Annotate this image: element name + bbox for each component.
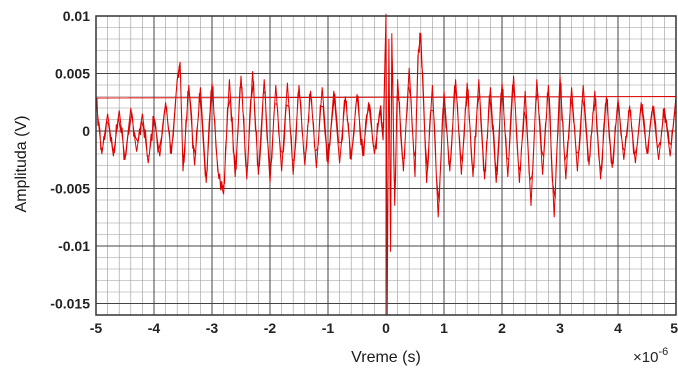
x-tick-label: 1 <box>440 320 448 336</box>
x-tick-label: -5 <box>90 320 103 336</box>
plot-frame <box>95 15 677 316</box>
x-tick-label: 0 <box>382 320 390 336</box>
x-axis-exponent: ×10-6 <box>633 346 668 366</box>
x-axis-label: Vreme (s) <box>351 349 421 366</box>
x-tick-label: -1 <box>322 320 335 336</box>
x-tick-label: 5 <box>670 320 678 336</box>
x-tick-labels: -5 -4 -3 -2 -1 0 1 2 3 4 5 <box>90 320 678 336</box>
x-tick-label: 2 <box>498 320 506 336</box>
y-tick-label: 0.01 <box>63 8 90 24</box>
y-axis-label: Amplituda (V) <box>13 116 30 213</box>
y-tick-label: 0.005 <box>55 66 90 82</box>
x-tick-label: -2 <box>264 320 277 336</box>
y-tick-label: -0.005 <box>50 181 90 197</box>
y-tick-labels: 0.01 0.005 0 -0.005 -0.01 -0.015 <box>50 8 90 312</box>
x-tick-label: -4 <box>148 320 161 336</box>
y-tick-label: -0.01 <box>58 238 90 254</box>
x-tick-label: 4 <box>614 320 622 336</box>
y-tick-label: -0.015 <box>50 296 90 312</box>
x-tick-label: 3 <box>556 320 564 336</box>
x-tick-label: -3 <box>206 320 219 336</box>
y-tick-label: 0 <box>82 123 90 139</box>
